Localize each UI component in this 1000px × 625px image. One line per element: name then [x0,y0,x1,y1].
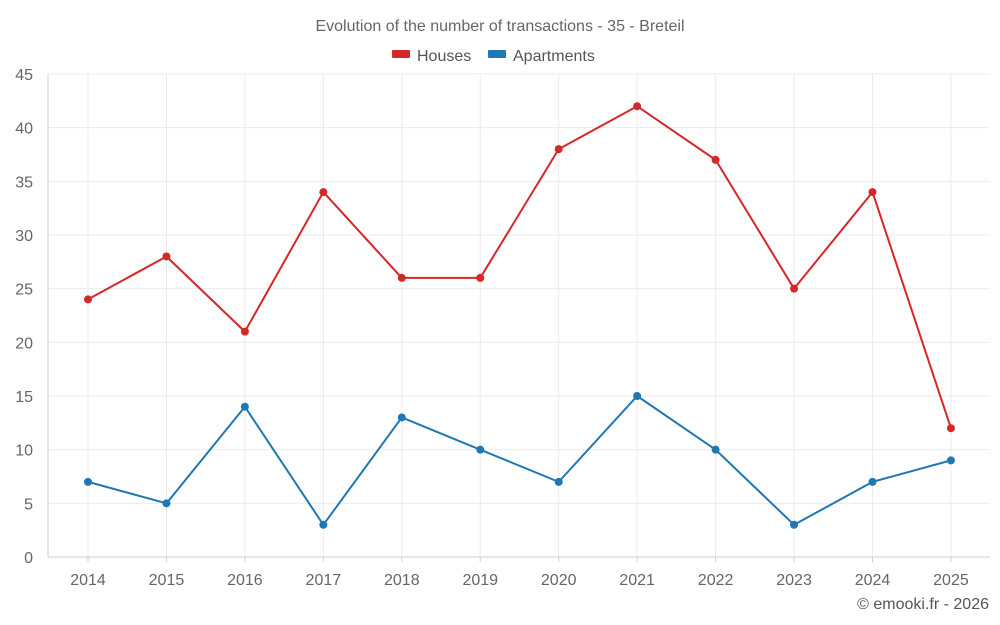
series-houses [84,102,955,433]
y-tick-label: 35 [15,174,33,191]
y-tick-label: 0 [24,550,33,567]
chart-series [84,102,955,529]
y-tick-label: 40 [15,121,33,138]
data-point-houses[interactable] [946,424,955,433]
chart-credit: © emooki.fr - 2026 [857,596,989,613]
data-point-apartments[interactable] [162,499,171,508]
x-tick-label: 2017 [306,572,342,589]
data-point-apartments[interactable] [633,392,642,400]
y-tick-label: 20 [15,335,33,352]
x-tick-label: 2025 [933,572,969,589]
data-point-apartments[interactable] [790,520,799,529]
data-point-apartments[interactable] [476,445,485,454]
data-point-apartments[interactable] [946,456,955,465]
legend-item-houses[interactable]: Houses [392,48,471,65]
series-line-apartments [87,395,952,526]
y-tick-label: 10 [15,443,33,460]
data-point-houses[interactable] [240,327,249,336]
x-tick-label: 2019 [462,572,498,589]
data-point-houses[interactable] [476,273,485,282]
data-point-houses[interactable] [868,188,877,197]
x-tick-label: 2024 [855,572,891,589]
data-point-apartments[interactable] [319,520,328,529]
x-tick-label: 2016 [227,572,263,589]
x-tick-label: 2020 [541,572,577,589]
data-point-houses[interactable] [162,252,171,261]
data-point-apartments[interactable] [397,413,406,422]
y-tick-label: 30 [15,228,33,245]
data-point-apartments[interactable] [868,477,877,486]
legend-swatch-apartments [488,50,506,58]
data-point-apartments[interactable] [84,477,92,486]
data-point-apartments[interactable] [554,477,563,486]
legend-label-apartments: Apartments [513,48,595,65]
data-point-houses[interactable] [633,102,642,111]
data-point-houses[interactable] [554,145,563,154]
data-point-houses[interactable] [84,295,92,304]
chart-title: Evolution of the number of transactions … [315,18,684,35]
chart-grid [48,73,990,557]
x-tick-label: 2023 [776,572,812,589]
data-point-houses[interactable] [711,155,720,164]
x-tick-label: 2014 [70,572,106,589]
series-line-houses [87,105,952,429]
y-tick-label: 45 [15,67,33,84]
x-tick-label: 2015 [149,572,185,589]
series-apartments [84,392,955,529]
y-tick-label: 15 [15,389,33,406]
x-tick-label: 2021 [619,572,655,589]
data-point-apartments[interactable] [711,445,720,454]
data-point-apartments[interactable] [240,402,249,411]
data-point-houses[interactable] [790,284,799,293]
data-point-houses[interactable] [397,273,406,282]
chart-legend: Houses Apartments [392,48,595,65]
y-tick-label: 25 [15,282,33,299]
x-tick-label: 2018 [384,572,420,589]
y-tick-label: 5 [24,496,33,513]
x-tick-label: 2022 [698,572,734,589]
legend-label-houses: Houses [417,48,471,65]
legend-item-apartments[interactable]: Apartments [488,48,595,65]
legend-swatch-houses [392,50,410,58]
data-point-houses[interactable] [319,188,328,197]
